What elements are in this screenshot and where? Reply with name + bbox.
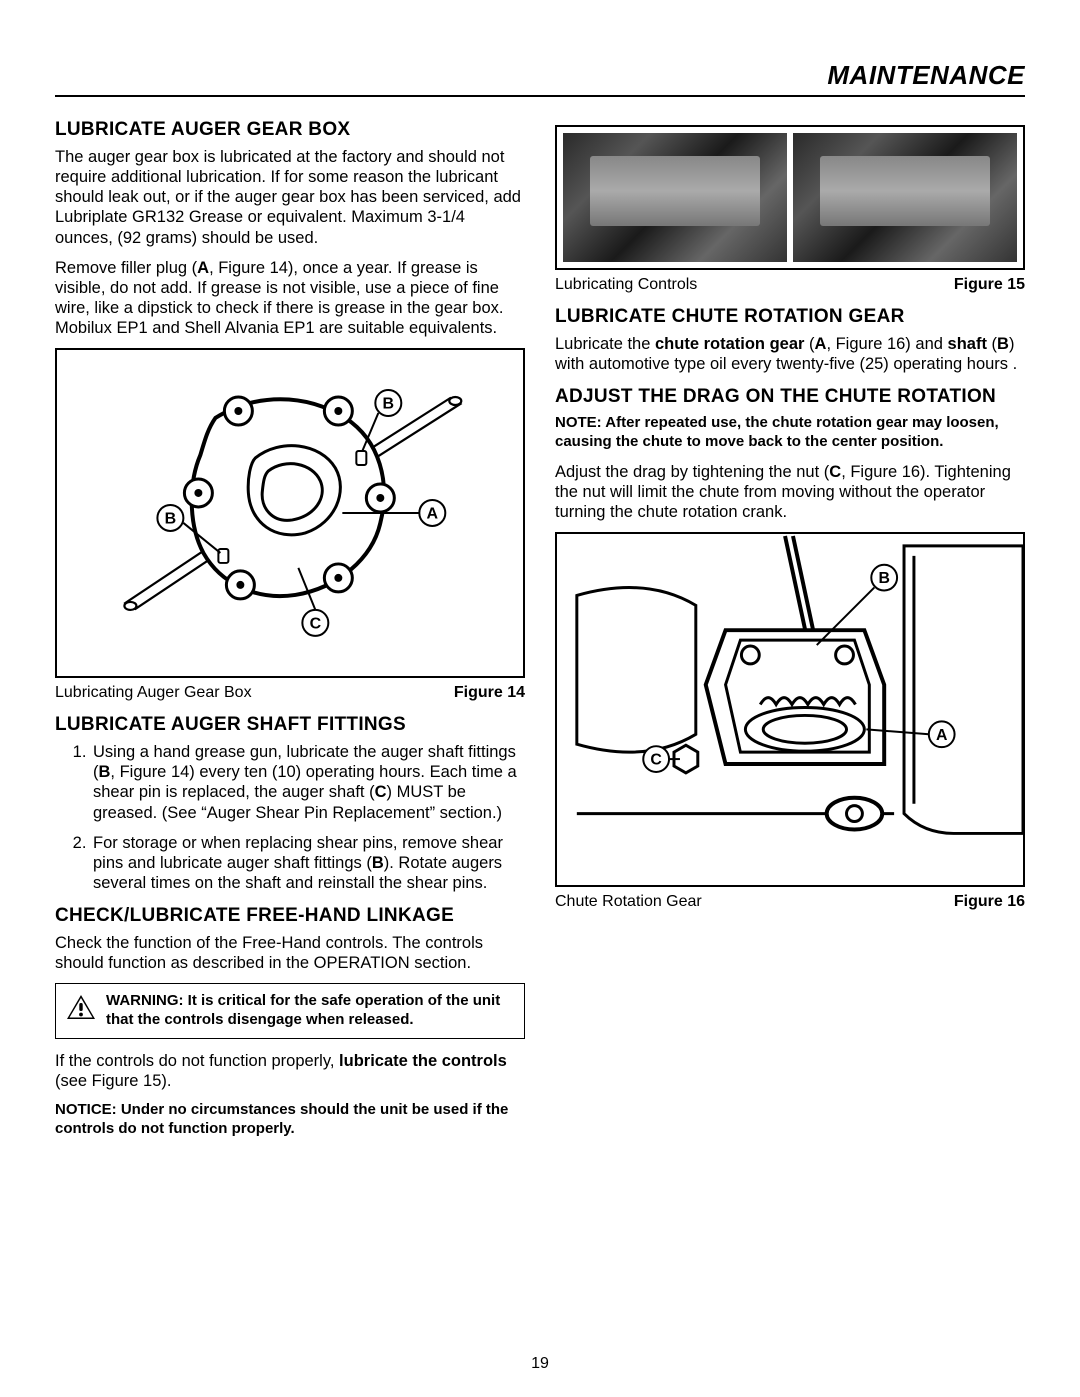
heading-freehand: CHECK/LUBRICATE FREE-HAND LINKAGE xyxy=(55,905,525,927)
para-freehand: Check the function of the Free-Hand cont… xyxy=(55,933,525,973)
para-gearbox-1: The auger gear box is lubricated at the … xyxy=(55,147,525,248)
figure-14-label: Lubricating Auger Gear Box xyxy=(55,684,252,702)
figure-16-caption: Chute Rotation Gear Figure 16 xyxy=(555,893,1025,911)
para-drag: Adjust the drag by tightening the nut (C… xyxy=(555,462,1025,522)
warning-icon xyxy=(66,994,96,1020)
figure-16: B A C xyxy=(555,532,1025,887)
svg-text:B: B xyxy=(382,396,394,413)
figure-14: B A B C xyxy=(55,348,525,678)
right-column: Lubricating Controls Figure 15 LUBRICATE… xyxy=(555,119,1025,1149)
figure-15 xyxy=(555,125,1025,270)
figure-15-label: Lubricating Controls xyxy=(555,276,697,294)
figure-14-number: Figure 14 xyxy=(454,684,525,702)
list-item: For storage or when replacing shear pins… xyxy=(91,833,525,893)
heading-gearbox: LUBRICATE AUGER GEAR BOX xyxy=(55,119,525,141)
list-item: Using a hand grease gun, lubricate the a… xyxy=(91,742,525,823)
para-chute: Lubricate the chute rotation gear (A, Fi… xyxy=(555,334,1025,374)
figure-15-photo-left xyxy=(563,133,787,262)
figure-15-number: Figure 15 xyxy=(954,276,1025,294)
svg-text:C: C xyxy=(309,616,321,633)
para-gearbox-2: Remove filler plug (A, Figure 14), once … xyxy=(55,258,525,339)
figure-15-photo-right xyxy=(793,133,1017,262)
heading-shaft: LUBRICATE AUGER SHAFT FITTINGS xyxy=(55,714,525,736)
notice-text: NOTICE: Under no circumstances should th… xyxy=(55,1101,525,1139)
warning-text: WARNING: It is critical for the safe ope… xyxy=(106,992,514,1030)
page-title: MAINTENANCE xyxy=(55,60,1025,91)
heading-chute: LUBRICATE CHUTE ROTATION GEAR xyxy=(555,306,1025,328)
figure-14-caption: Lubricating Auger Gear Box Figure 14 xyxy=(55,684,525,702)
content-columns: LUBRICATE AUGER GEAR BOX The auger gear … xyxy=(55,119,1025,1149)
svg-text:A: A xyxy=(936,727,948,744)
note-drag: NOTE: After repeated use, the chute rota… xyxy=(555,414,1025,452)
shaft-steps: Using a hand grease gun, lubricate the a… xyxy=(55,742,525,893)
svg-text:B: B xyxy=(878,570,889,587)
figure-15-caption: Lubricating Controls Figure 15 xyxy=(555,276,1025,294)
figure-14-svg: B A B C xyxy=(76,363,505,663)
warning-box: WARNING: It is critical for the safe ope… xyxy=(55,983,525,1039)
page-header: MAINTENANCE xyxy=(55,60,1025,97)
figure-16-label: Chute Rotation Gear xyxy=(555,893,702,911)
heading-drag: ADJUST THE DRAG ON THE CHUTE ROTATION xyxy=(555,386,1025,408)
figure-16-svg: B A C xyxy=(557,534,1023,885)
figure-16-number: Figure 16 xyxy=(954,893,1025,911)
svg-text:C: C xyxy=(650,752,662,769)
svg-text:B: B xyxy=(164,511,176,528)
page-number: 19 xyxy=(0,1355,1080,1373)
para-lubricate: If the controls do not function properly… xyxy=(55,1051,525,1091)
svg-text:A: A xyxy=(426,506,438,523)
left-column: LUBRICATE AUGER GEAR BOX The auger gear … xyxy=(55,119,525,1149)
